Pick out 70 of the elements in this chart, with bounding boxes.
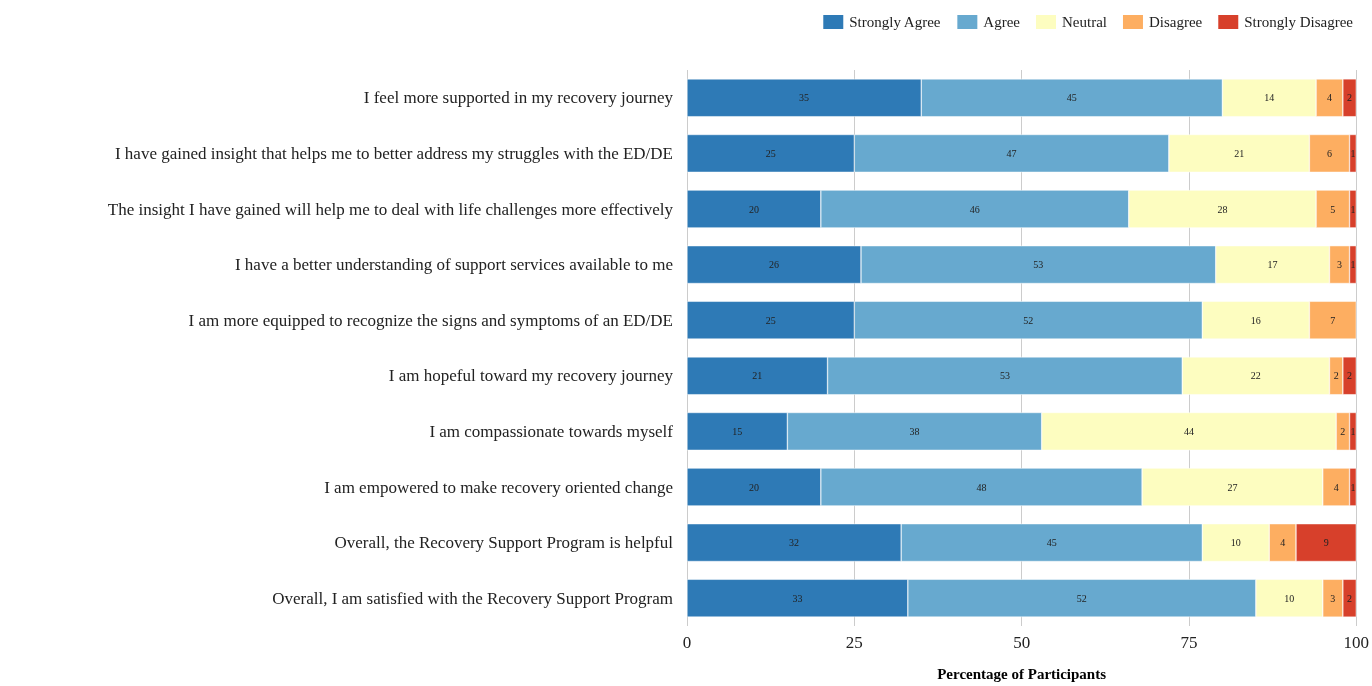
data-label: 35 (799, 92, 810, 104)
data-label: 7 (1330, 314, 1336, 326)
data-label: 21 (752, 370, 763, 382)
data-label: 25 (765, 147, 776, 159)
x-tick-label: 25 (845, 633, 863, 652)
data-label: 47 (1006, 147, 1017, 159)
data-label: 4 (1280, 537, 1286, 549)
data-label: 32 (789, 537, 800, 549)
legend-label: Neutral (1061, 14, 1107, 30)
data-label: 5 (1330, 203, 1336, 215)
x-tick-label: 50 (1013, 633, 1031, 652)
x-axis-title: Percentage of Participants (937, 665, 1107, 682)
data-label: 27 (1227, 481, 1238, 493)
y-tick-label: The insight I have gained will help me to deal with life challenges more effectively (107, 199, 674, 219)
data-label: 38 (909, 425, 920, 437)
data-label: 10 (1284, 592, 1295, 604)
data-label: 46 (969, 203, 980, 215)
y-tick-label: I am hopeful toward my recovery journey (388, 366, 674, 386)
data-label: 2 (1347, 370, 1353, 382)
data-label: 10 (1230, 537, 1241, 549)
data-label: 20 (748, 481, 759, 493)
data-label: 17 (1267, 259, 1278, 271)
data-label: 6 (1326, 147, 1332, 159)
data-label: 16 (1250, 314, 1261, 326)
data-label: 1 (1350, 425, 1356, 437)
data-label: 2 (1347, 92, 1353, 104)
y-tick-label: I am compassionate towards myself (429, 421, 674, 441)
data-label: 1 (1350, 481, 1356, 493)
legend-label: Strongly Disagree (1244, 14, 1354, 30)
y-tick-label: Overall, I am satisfied with the Recovery Support Program (272, 588, 673, 608)
legend-label: Disagree (1148, 14, 1203, 30)
data-label: 53 (999, 370, 1010, 382)
data-label: 21 (1234, 147, 1245, 159)
data-label: 33 (792, 592, 803, 604)
data-label: 26 (769, 259, 779, 271)
data-label: 22 (1250, 370, 1261, 382)
data-label: 52 (1023, 314, 1034, 326)
data-label: 15 (732, 425, 743, 437)
data-label: 1 (1350, 147, 1356, 159)
data-label: 9 (1323, 537, 1329, 549)
x-tick-label: 0 (682, 633, 692, 652)
x-tick-label: 75 (1180, 633, 1198, 652)
data-label: 28 (1217, 203, 1228, 215)
data-label: 3 (1330, 592, 1336, 604)
data-label: 1 (1350, 259, 1356, 271)
data-label: 45 (1046, 537, 1057, 549)
data-label: 20 (748, 203, 759, 215)
data-label: 3 (1337, 259, 1343, 271)
data-label: 52 (1076, 592, 1087, 604)
data-label: 2 (1340, 425, 1346, 437)
y-tick-label: I have gained insight that helps me to better address my struggles with the ED/DE (114, 143, 673, 163)
data-label: 25 (765, 314, 776, 326)
legend-label: Agree (983, 14, 1021, 30)
data-label: 2 (1333, 370, 1339, 382)
y-tick-label: I have a better understanding of support services available to me (234, 255, 673, 275)
data-label: 45 (1066, 92, 1077, 104)
legend-label: Strongly Agree (849, 14, 941, 30)
data-label: 1 (1350, 203, 1356, 215)
y-tick-label: I feel more supported in my recovery journey (363, 88, 674, 108)
data-label: 4 (1326, 92, 1332, 104)
x-tick-label: 100 (1343, 633, 1369, 652)
data-label: 4 (1333, 481, 1339, 493)
y-tick-label: I am more equipped to recognize the signs and symptoms of an ED/DE (188, 310, 673, 330)
data-label: 44 (1183, 425, 1194, 437)
data-label: 53 (1033, 259, 1044, 271)
data-label: 14 (1264, 92, 1275, 104)
data-label: 2 (1347, 592, 1353, 604)
y-tick-label: Overall, the Recovery Support Program is helpful (334, 533, 674, 553)
data-label: 48 (976, 481, 987, 493)
y-tick-label: I am empowered to make recovery oriented change (324, 477, 673, 497)
